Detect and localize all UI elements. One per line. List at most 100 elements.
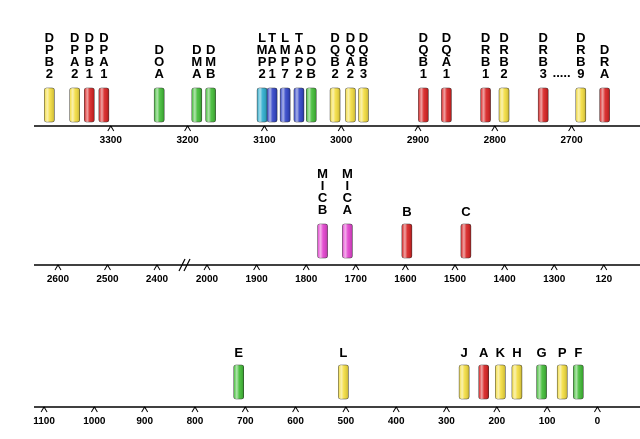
gene-label: P (558, 345, 567, 360)
gene-bar-shine (338, 365, 349, 399)
tick-mark (184, 125, 192, 132)
axis-break-mark (178, 258, 186, 272)
gene-e[interactable]: E (233, 345, 244, 400)
gene-bar-shine (478, 365, 489, 399)
tick-mark (54, 264, 62, 271)
tick-mark (543, 406, 551, 413)
gene-bar-shine (98, 88, 109, 122)
track-2: 2600 2500 2400 2000 1900 1800 1700 1600 1500 1400… (34, 166, 640, 285)
axis-tick: 400 (388, 406, 405, 427)
gene-k[interactable]: K (495, 345, 506, 400)
tick-label: 3300 (100, 135, 123, 146)
axis-tick: 500 (338, 406, 355, 427)
tick-label: 1500 (444, 274, 467, 285)
tick-mark (392, 406, 400, 413)
axis-tick: 3200 (176, 125, 199, 146)
gene-bar-shine (345, 88, 356, 122)
tick-mark (260, 125, 268, 132)
gene-label: H (512, 345, 521, 360)
gene-bar-shine (293, 88, 304, 122)
axis-tick: 3100 (253, 125, 276, 146)
axis-tick: 900 (136, 406, 153, 427)
gene-j[interactable]: J (458, 345, 470, 400)
axis-tick: 800 (187, 406, 204, 427)
tick-mark (302, 264, 310, 271)
gene-l[interactable]: L (338, 345, 349, 400)
gene-label: B (402, 204, 411, 219)
tick-mark (491, 125, 499, 132)
tick-mark (107, 125, 115, 132)
gene-bar-shine (460, 224, 471, 258)
gene-bar-shine (599, 88, 610, 122)
tick-label: 3100 (253, 135, 276, 146)
axis-tick: 2700 (560, 125, 583, 146)
tick-mark (153, 264, 161, 271)
tick-label: 2900 (407, 135, 430, 146)
gene-h[interactable]: H (511, 345, 523, 400)
gene-g[interactable]: G (536, 345, 547, 400)
gene-a[interactable]: A (478, 345, 489, 400)
tick-label: 3200 (176, 135, 199, 146)
gene-label: G (537, 345, 547, 360)
axis-tick: 3300 (100, 125, 123, 146)
gene-p[interactable]: P (556, 345, 568, 400)
gene-bar-shine (418, 88, 429, 122)
tick-label: 800 (187, 416, 204, 427)
tick-label: 900 (136, 416, 153, 427)
tick-mark (292, 406, 300, 413)
tick-mark (241, 406, 249, 413)
gene-bar-shine (575, 88, 586, 122)
tick-mark (40, 406, 48, 413)
gene-bar-shine (573, 365, 584, 399)
gene-f[interactable]: F (573, 345, 584, 400)
gene-bar-shine (154, 88, 165, 122)
tick-mark (443, 406, 450, 413)
gene-b[interactable]: B (401, 204, 413, 259)
axis-tick: 1600 (394, 264, 417, 285)
tick-mark (401, 264, 409, 271)
axis-tick: 2900 (407, 125, 430, 146)
ellipsis-annotation: ..... (553, 65, 571, 80)
gene-label: K (496, 345, 506, 360)
tick-mark (191, 406, 199, 413)
tick-label: 2600 (47, 274, 70, 285)
gene-c[interactable]: C (460, 204, 471, 259)
axis-tick: 1100 (33, 406, 55, 427)
axis-tick: 1300 (543, 264, 566, 285)
tick-label: 700 (237, 416, 254, 427)
gene-label: C (461, 204, 471, 219)
gene-bar-shine (257, 88, 268, 122)
